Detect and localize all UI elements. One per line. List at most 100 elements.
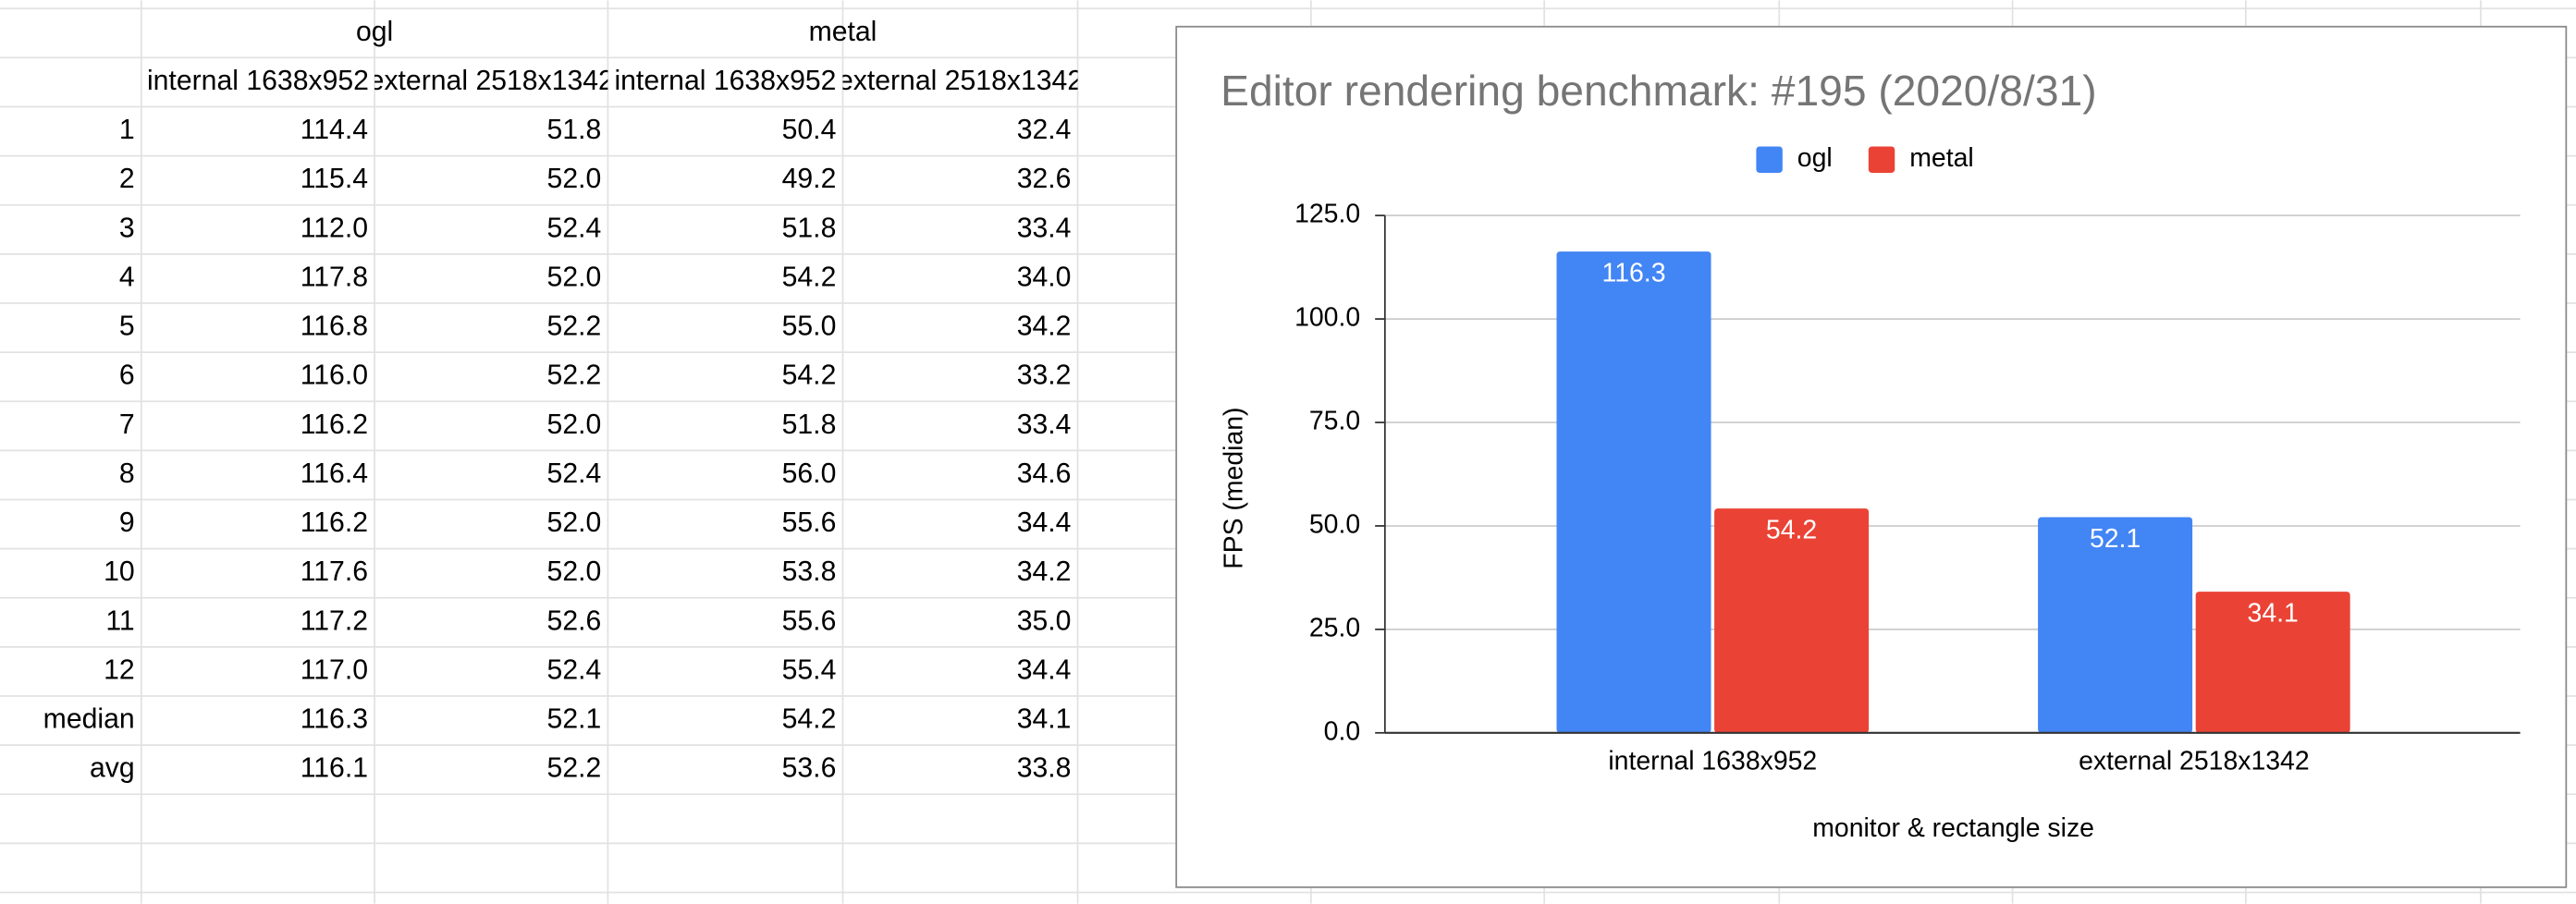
legend-swatch — [1756, 146, 1783, 173]
cell-value: 32.6 — [1017, 164, 1072, 194]
y-tick-label: 50.0 — [1309, 509, 1360, 539]
cell-value: 116.4 — [301, 458, 368, 489]
row-label: 8 — [119, 458, 135, 489]
cell-value: 54.2 — [782, 704, 837, 735]
cell-value: 54.2 — [782, 262, 837, 292]
cell-value: 112.0 — [301, 213, 368, 243]
y-tick-label: 125.0 — [1294, 200, 1360, 229]
group-header: ogl — [356, 17, 393, 47]
cell-value: 34.2 — [1017, 312, 1072, 342]
y-axis-title: FPS (median) — [1220, 407, 1249, 568]
cell-value: 51.8 — [782, 409, 837, 440]
data-label: 54.2 — [1766, 516, 1817, 545]
cell-value: 52.4 — [547, 458, 602, 489]
column-header: external 2518x1342 — [369, 66, 614, 96]
row-label: 6 — [119, 360, 135, 391]
row-label: 9 — [119, 507, 135, 538]
bar — [1556, 251, 1711, 733]
row-label: 1 — [119, 115, 135, 145]
cell-value: 49.2 — [782, 164, 837, 194]
cell-value: 117.0 — [301, 654, 368, 685]
chart: Editor rendering benchmark: #195 (2020/8… — [1175, 25, 2568, 888]
cell-value: 117.2 — [301, 605, 368, 636]
y-tick-label: 25.0 — [1309, 613, 1360, 642]
cell-value: 115.4 — [301, 164, 368, 194]
cell-value: 116.2 — [301, 507, 368, 538]
data-label: 116.3 — [1602, 258, 1666, 287]
legend-swatch — [1868, 146, 1895, 173]
bar — [2038, 517, 2193, 733]
row-label: 12 — [104, 654, 135, 685]
cell-value: 33.4 — [1017, 409, 1072, 440]
column-header: internal 1638x952 — [147, 66, 369, 96]
x-axis-title: monitor & rectangle size — [1812, 813, 2094, 843]
cell-value: 34.4 — [1017, 507, 1072, 538]
row-label: 4 — [119, 262, 135, 292]
row-label: avg — [90, 753, 135, 784]
cell-value: 116.3 — [301, 704, 368, 735]
cell-value: 52.6 — [547, 605, 602, 636]
cell-value: 55.6 — [782, 507, 837, 538]
cell-value: 55.0 — [782, 312, 837, 342]
row-label: 10 — [104, 556, 135, 587]
row-label: 5 — [119, 312, 135, 342]
y-tick-label: 75.0 — [1309, 407, 1360, 436]
legend-label: metal — [1909, 143, 1973, 173]
bar — [1714, 508, 1870, 733]
row-label: median — [43, 704, 135, 735]
cell-value: 32.4 — [1017, 115, 1072, 145]
column-header: external 2518x1342 — [838, 66, 1083, 96]
cell-value: 52.2 — [547, 312, 602, 342]
cell-value: 35.0 — [1017, 605, 1072, 636]
cell-value: 34.1 — [1017, 704, 1072, 735]
cell-value: 52.0 — [547, 262, 602, 292]
cell-value: 117.6 — [301, 556, 368, 587]
row-label: 7 — [119, 409, 135, 440]
cell-value: 52.4 — [547, 654, 602, 685]
cell-value: 116.8 — [301, 312, 368, 342]
bar — [2195, 592, 2350, 733]
row-label: 11 — [105, 605, 134, 636]
x-tick-label: internal 1638x952 — [1608, 746, 1817, 776]
y-tick-label: 100.0 — [1294, 303, 1360, 333]
cell-value: 34.0 — [1017, 262, 1072, 292]
cell-value: 50.4 — [782, 115, 837, 145]
cell-value: 52.0 — [547, 409, 602, 440]
cell-value: 54.2 — [782, 360, 837, 391]
data-label: 34.1 — [2248, 599, 2299, 629]
x-tick-label: external 2518x1342 — [2079, 746, 2310, 776]
row-label: 2 — [119, 164, 135, 194]
legend-label: ogl — [1797, 143, 1833, 173]
cell-value: 53.8 — [782, 556, 837, 587]
cell-value: 33.4 — [1017, 213, 1072, 243]
row-label: 3 — [119, 213, 135, 243]
cell-value: 33.8 — [1017, 753, 1072, 784]
cell-value: 51.8 — [547, 115, 602, 145]
group-header: metal — [809, 17, 877, 47]
cell-value: 52.0 — [547, 507, 602, 538]
cell-value: 52.4 — [547, 213, 602, 243]
cell-value: 55.4 — [782, 654, 837, 685]
y-tick-label: 0.0 — [1324, 716, 1361, 746]
cell-value: 51.8 — [782, 213, 837, 243]
cell-value: 34.2 — [1017, 556, 1072, 587]
cell-value: 52.1 — [547, 704, 602, 735]
cell-value: 116.0 — [301, 360, 368, 391]
data-label: 52.1 — [2090, 524, 2141, 554]
cell-value: 53.6 — [782, 753, 837, 784]
cell-value: 116.1 — [301, 753, 368, 784]
cell-value: 114.4 — [301, 115, 368, 145]
cell-value: 52.0 — [547, 556, 602, 587]
cell-value: 52.2 — [547, 360, 602, 391]
cell-value: 52.0 — [547, 164, 602, 194]
cell-value: 56.0 — [782, 458, 837, 489]
cell-value: 52.2 — [547, 753, 602, 784]
cell-value: 55.6 — [782, 605, 837, 636]
cell-value: 34.6 — [1017, 458, 1072, 489]
cell-value: 117.8 — [301, 262, 368, 292]
chart-title: Editor rendering benchmark: #195 (2020/8… — [1221, 67, 2096, 115]
column-header: internal 1638x952 — [614, 66, 836, 96]
cell-value: 33.2 — [1017, 360, 1072, 391]
cell-value: 116.2 — [301, 409, 368, 440]
